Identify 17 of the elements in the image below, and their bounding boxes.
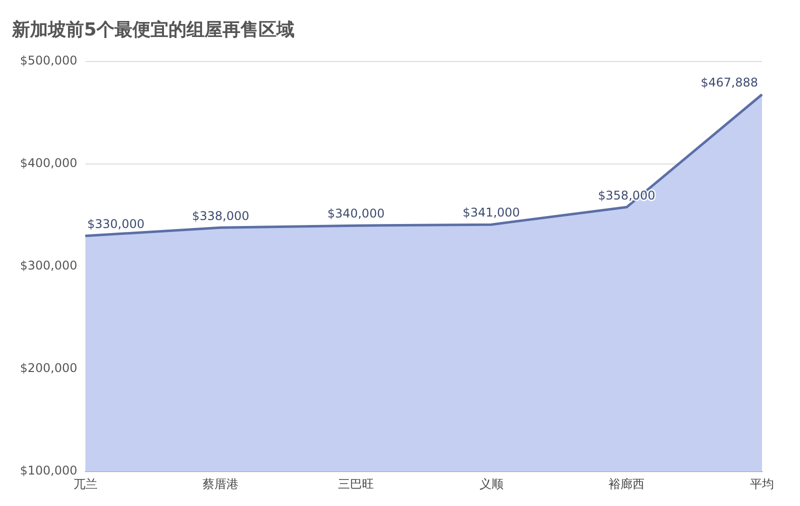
y-tick-label: $200,000 [20, 361, 78, 376]
x-tick-label: 蔡厝港 [202, 476, 239, 491]
x-tick-label: 兀兰 [73, 476, 98, 491]
x-tick-label: 三巴旺 [338, 476, 374, 491]
y-tick-label: $500,000 [20, 54, 78, 68]
data-label: $330,000 [87, 216, 145, 231]
data-label: $341,000 [462, 206, 520, 220]
data-label: $467,888 [700, 76, 758, 90]
x-tick-label: 平均 [750, 476, 774, 491]
x-tick-label: 义顺 [479, 476, 504, 491]
y-tick-label: $400,000 [20, 156, 78, 170]
data-label: $338,000 [192, 208, 250, 223]
y-tick-label: $100,000 [20, 464, 78, 478]
x-tick-label: 裕廊西 [608, 476, 645, 491]
y-tick-label: $300,000 [20, 258, 78, 273]
data-label: $340,000 [327, 206, 385, 221]
chart-title: 新加坡前5个最便宜的组屋再售区域 [11, 19, 295, 40]
